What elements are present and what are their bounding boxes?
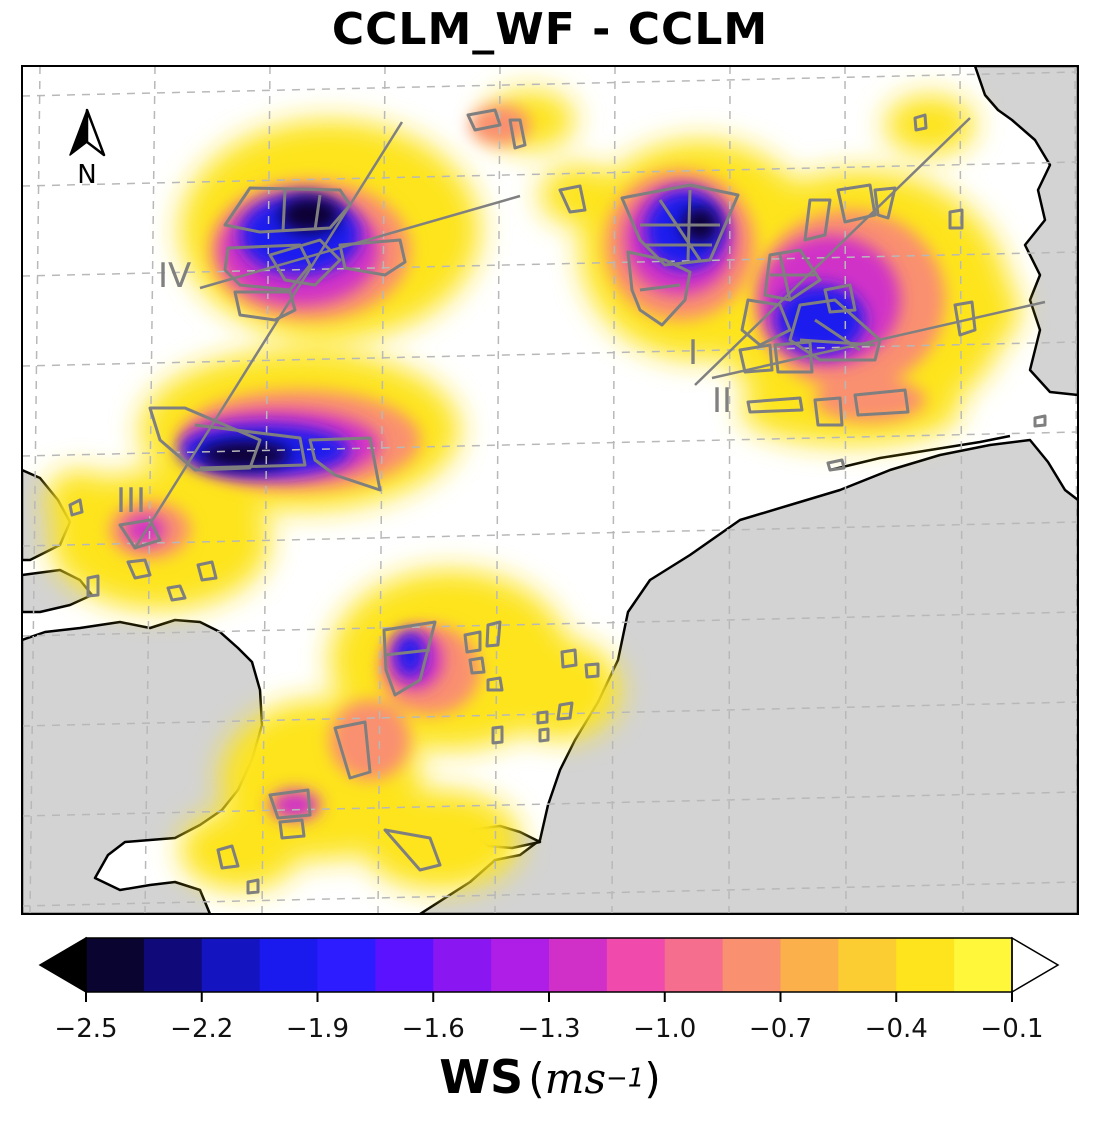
colorbar-tick-label: −2.2: [170, 1014, 234, 1044]
colorbar-bin: [722, 938, 782, 992]
colorbar-tick-label: −0.1: [980, 1014, 1044, 1044]
land-denmark: [973, 66, 1078, 397]
colorbar-over-triangle: [1011, 936, 1060, 994]
colorbar-bin: [954, 938, 1013, 992]
colorbar-tick-label: −0.7: [748, 1014, 813, 1044]
transect-line-I: [694, 117, 971, 386]
colorbar-variable: WS: [439, 1050, 524, 1104]
colorbar: [38, 936, 1060, 1002]
colorbar-tick-marks: [85, 992, 1013, 1002]
colorbar-bin: [780, 938, 839, 992]
region-labels: I II III IV: [116, 256, 732, 521]
region-label-I: I: [688, 333, 698, 373]
map-frame: [21, 65, 1079, 915]
colorbar-bin: [143, 938, 203, 992]
colorbar-bin: [317, 938, 376, 992]
colorbar-under-triangle: [38, 936, 87, 994]
colorbar-bin: [86, 938, 145, 992]
colorbar-label: WS (ms−1): [0, 1050, 1100, 1104]
colorbar-bin: [201, 938, 261, 992]
region-label-IV: IV: [158, 256, 191, 296]
colorbar-tick-label: −1.0: [633, 1014, 697, 1044]
colorbar-bin: [838, 938, 897, 992]
colorbar-tick-label: −1.9: [285, 1014, 350, 1044]
land-wadden-islands: [829, 434, 1011, 472]
colorbar-close-paren: ): [644, 1054, 661, 1103]
colorbar-bin: [491, 938, 550, 992]
transect-line-III: [133, 121, 404, 549]
colorbar-tick-label: −2.5: [54, 1014, 118, 1044]
colorbar-bin: [433, 938, 492, 992]
region-label-II: II: [712, 381, 732, 421]
region-label-III: III: [116, 481, 146, 521]
transect-lines: [133, 117, 1046, 549]
colorbar-tick-label: −0.4: [864, 1014, 928, 1044]
colorbar-tick-label: −1.6: [401, 1014, 465, 1044]
colorbar-bin: [896, 938, 955, 992]
colorbar-bins: [86, 938, 1013, 992]
colorbar-unit: ms: [544, 1054, 607, 1103]
north-arrow-label: N: [77, 160, 96, 190]
graticule: [22, 66, 1078, 914]
colorbar-bin: [549, 938, 608, 992]
north-arrow-icon: N: [69, 108, 106, 190]
transect-line-II: [711, 300, 1046, 380]
colorbar-bin: [375, 938, 434, 992]
colorbar-open-paren: (: [528, 1054, 545, 1103]
colorbar-bin: [259, 938, 319, 992]
colorbar-bin: [664, 938, 724, 992]
map-title: CCLM_WF - CCLM: [331, 4, 769, 55]
transect-line-IV: [199, 194, 521, 290]
colorbar-bin: [606, 938, 666, 992]
colorbar-unit-exponent: −1: [606, 1063, 645, 1094]
colorbar-tick-label: −1.3: [517, 1014, 581, 1044]
ws-field-dark: [200, 197, 718, 469]
wind-farm-outlines: [68, 108, 1047, 895]
